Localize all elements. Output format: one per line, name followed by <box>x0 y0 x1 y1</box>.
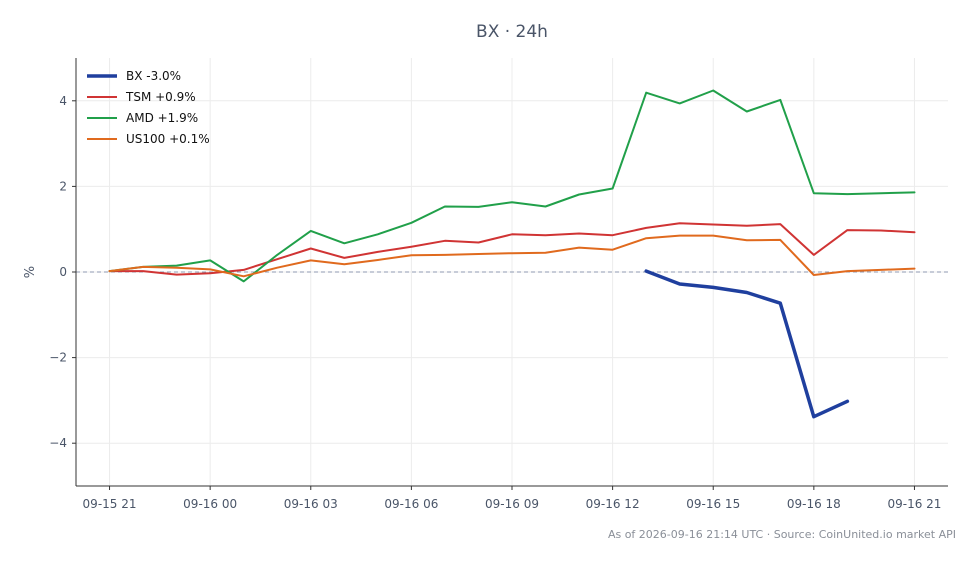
y-tick-label: 0 <box>59 265 67 279</box>
x-tick-label: 09-16 09 <box>485 497 539 511</box>
footer-caption: As of 2026-09-16 21:14 UTC · Source: Coi… <box>608 528 956 541</box>
series-line-2 <box>108 89 916 283</box>
y-tick-label: 4 <box>59 94 67 108</box>
x-tick-label: 09-16 12 <box>586 497 640 511</box>
x-tick-label: 09-16 00 <box>183 497 237 511</box>
chart-title: BX · 24h <box>476 22 548 42</box>
x-tick-label: 09-16 03 <box>284 497 338 511</box>
series-line-1 <box>108 222 916 276</box>
y-axis-ticks: −4 −2 0 2 4 <box>49 94 76 450</box>
x-tick-label: 09-16 15 <box>686 497 740 511</box>
y-axis-label: % <box>23 266 38 278</box>
legend-label-3: US100 +0.1% <box>126 132 210 146</box>
y-tick-label: 2 <box>59 179 67 193</box>
y-tick-label: −2 <box>49 351 67 365</box>
y-tick-label: −4 <box>49 436 67 450</box>
x-axis-ticks: 09-15 21 09-16 00 09-16 03 09-16 06 09-16 09… <box>83 486 941 511</box>
x-tick-label: 09-16 18 <box>787 497 841 511</box>
series-group <box>108 89 916 419</box>
x-tick-label: 09-15 21 <box>83 497 137 511</box>
x-tick-label: 09-16 06 <box>384 497 438 511</box>
legend-label-0: BX -3.0% <box>126 69 181 83</box>
x-tick-label: 09-16 21 <box>887 497 941 511</box>
series-line-0 <box>644 269 850 419</box>
series-line-3 <box>108 234 916 278</box>
legend-label-1: TSM +0.9% <box>125 90 196 104</box>
legend-label-2: AMD +1.9% <box>126 111 198 125</box>
legend: BX -3.0% TSM +0.9% AMD +1.9% US100 +0.1% <box>87 69 210 146</box>
